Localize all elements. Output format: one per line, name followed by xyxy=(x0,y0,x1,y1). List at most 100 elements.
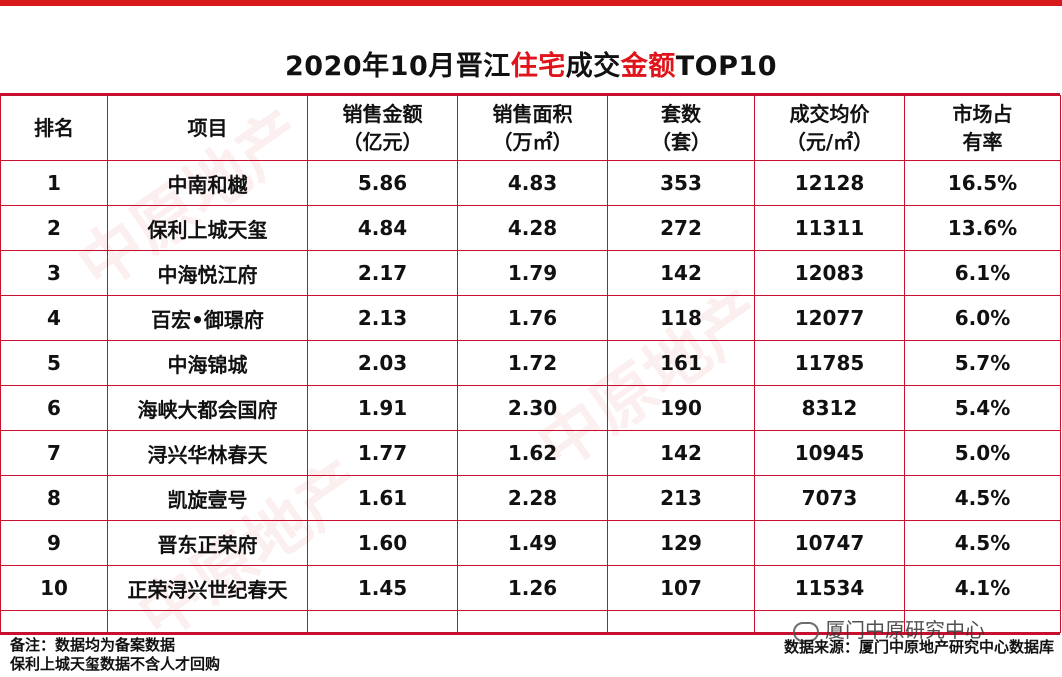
cell-units: 118 xyxy=(607,295,755,341)
empty-cell xyxy=(107,610,308,633)
table-row: 9 晋东正荣府 1.60 1.49 129 10747 4.5% xyxy=(0,520,1061,566)
empty-cell xyxy=(307,610,458,633)
header-price: 成交均价 （元/㎡） xyxy=(754,95,905,161)
cell-price: 12083 xyxy=(754,250,905,296)
data-source: 数据来源：厦门中原地产研究中心数据库 xyxy=(783,638,1054,656)
table-row: 4 百宏•御璟府 2.13 1.76 118 12077 6.0% xyxy=(0,295,1061,341)
table-empty-row xyxy=(0,610,1061,633)
cell-project: 晋东正荣府 xyxy=(107,520,308,566)
cell-price: 10945 xyxy=(754,430,905,476)
cell-share: 5.4% xyxy=(904,385,1061,431)
cell-units: 107 xyxy=(607,565,755,611)
cell-rank: 2 xyxy=(0,205,108,251)
footnote-line-2: 保利上城天玺数据不含人才回购 xyxy=(10,655,221,673)
empty-cell xyxy=(904,610,1061,633)
cell-area: 4.28 xyxy=(457,205,608,251)
cell-area: 2.28 xyxy=(457,475,608,521)
cell-amount: 4.84 xyxy=(307,205,458,251)
cell-price: 7073 xyxy=(754,475,905,521)
cell-share: 16.5% xyxy=(904,160,1061,206)
cell-price: 8312 xyxy=(754,385,905,431)
header-area: 销售面积 （万㎡） xyxy=(457,95,608,161)
cell-amount: 1.60 xyxy=(307,520,458,566)
cell-project: 保利上城天玺 xyxy=(107,205,308,251)
footnote-line-1: 备注：数据均为备案数据 xyxy=(10,636,176,654)
cell-amount: 1.61 xyxy=(307,475,458,521)
title-part-1: 2020年10月晋江 xyxy=(285,51,511,82)
ranking-table: 排名 项目 销售金额 （亿元） 销售面积 （万㎡） 套数 （套） 成交均价 （元/㎡） … xyxy=(0,93,1061,635)
cell-units: 213 xyxy=(607,475,755,521)
table-row: 8 凯旋壹号 1.61 2.28 213 7073 4.5% xyxy=(0,475,1061,521)
cell-area: 1.79 xyxy=(457,250,608,296)
empty-cell xyxy=(607,610,755,633)
table-row: 6 海峡大都会国府 1.91 2.30 190 8312 5.4% xyxy=(0,385,1061,431)
cell-area: 1.72 xyxy=(457,340,608,386)
cell-price: 10747 xyxy=(754,520,905,566)
cell-price: 12128 xyxy=(754,160,905,206)
empty-cell xyxy=(457,610,608,633)
title-part-3: 成交 xyxy=(565,51,621,82)
cell-amount: 1.77 xyxy=(307,430,458,476)
cell-amount: 2.17 xyxy=(307,250,458,296)
cell-share: 4.1% xyxy=(904,565,1061,611)
cell-project: 中海锦城 xyxy=(107,340,308,386)
table-row: 7 浔兴华林春天 1.77 1.62 142 10945 5.0% xyxy=(0,430,1061,476)
wechat-icon xyxy=(793,621,819,642)
cell-share: 4.5% xyxy=(904,475,1061,521)
cell-project: 海峡大都会国府 xyxy=(107,385,308,431)
cell-rank: 1 xyxy=(0,160,108,206)
cell-project: 百宏•御璟府 xyxy=(107,295,308,341)
cell-units: 353 xyxy=(607,160,755,206)
header-units: 套数 （套） xyxy=(607,95,755,161)
cell-share: 5.7% xyxy=(904,340,1061,386)
cell-rank: 8 xyxy=(0,475,108,521)
wechat-watermark: 厦门中原研究中心 xyxy=(793,614,985,643)
cell-rank: 7 xyxy=(0,430,108,476)
empty-cell xyxy=(0,610,108,633)
cell-area: 1.62 xyxy=(457,430,608,476)
cell-rank: 6 xyxy=(0,385,108,431)
footnotes: 备注：数据均为备案数据 保利上城天玺数据不含人才回购 xyxy=(10,636,220,674)
cell-price: 11311 xyxy=(754,205,905,251)
cell-share: 6.0% xyxy=(904,295,1061,341)
cell-units: 161 xyxy=(607,340,755,386)
wechat-label: 厦门中原研究中心 xyxy=(825,618,985,642)
table-row: 3 中海悦江府 2.17 1.79 142 12083 6.1% xyxy=(0,250,1061,296)
cell-amount: 1.91 xyxy=(307,385,458,431)
cell-amount: 2.03 xyxy=(307,340,458,386)
header-project: 项目 xyxy=(107,95,308,161)
cell-amount: 1.45 xyxy=(307,565,458,611)
cell-share: 6.1% xyxy=(904,250,1061,296)
cell-project: 中海悦江府 xyxy=(107,250,308,296)
cell-units: 142 xyxy=(607,250,755,296)
cell-share: 4.5% xyxy=(904,520,1061,566)
cell-amount: 5.86 xyxy=(307,160,458,206)
cell-project: 中南和樾 xyxy=(107,160,308,206)
header-share: 市场占 有率 xyxy=(904,95,1061,161)
cell-project: 凯旋壹号 xyxy=(107,475,308,521)
table-row: 2 保利上城天玺 4.84 4.28 272 11311 13.6% xyxy=(0,205,1061,251)
cell-price: 12077 xyxy=(754,295,905,341)
cell-project: 浔兴华林春天 xyxy=(107,430,308,476)
cell-rank: 4 xyxy=(0,295,108,341)
cell-area: 4.83 xyxy=(457,160,608,206)
header-rank: 排名 xyxy=(0,95,108,161)
title-part-2: 住宅 xyxy=(510,51,566,82)
cell-rank: 9 xyxy=(0,520,108,566)
cell-rank: 10 xyxy=(0,565,108,611)
cell-units: 272 xyxy=(607,205,755,251)
cell-rank: 5 xyxy=(0,340,108,386)
cell-area: 2.30 xyxy=(457,385,608,431)
table-header-row: 排名 项目 销售金额 （亿元） 销售面积 （万㎡） 套数 （套） 成交均价 （元/㎡） … xyxy=(0,95,1061,161)
cell-area: 1.76 xyxy=(457,295,608,341)
cell-share: 5.0% xyxy=(904,430,1061,476)
table-row: 1 中南和樾 5.86 4.83 353 12128 16.5% xyxy=(0,160,1061,206)
top-accent-bar xyxy=(0,0,1062,6)
cell-price: 11534 xyxy=(754,565,905,611)
cell-units: 129 xyxy=(607,520,755,566)
cell-rank: 3 xyxy=(0,250,108,296)
table-row: 5 中海锦城 2.03 1.72 161 11785 5.7% xyxy=(0,340,1061,386)
cell-units: 142 xyxy=(607,430,755,476)
cell-amount: 2.13 xyxy=(307,295,458,341)
cell-project: 正荣浔兴世纪春天 xyxy=(107,565,308,611)
